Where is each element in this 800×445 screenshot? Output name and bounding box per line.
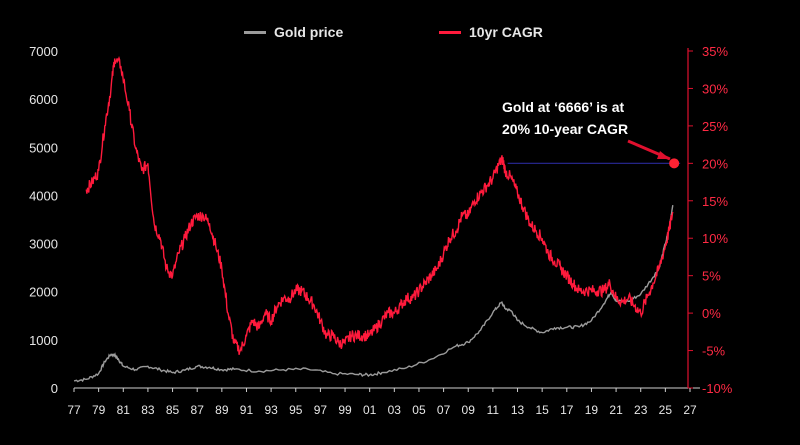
x-tick-label: 13: [511, 403, 525, 417]
right-tick-label: 10%: [702, 231, 728, 246]
x-tick-label: 19: [585, 403, 599, 417]
series-10yr-cagr-line: [85, 56, 674, 355]
x-tick-label: 09: [462, 403, 476, 417]
x-tick-label: 03: [388, 403, 402, 417]
right-tick-label: 0%: [702, 306, 721, 321]
x-tick-label: 15: [535, 403, 549, 417]
annotation-line-2: 20% 10-year CAGR: [502, 121, 629, 137]
annotation-line-1: Gold at ‘6666’ is at: [502, 99, 625, 115]
x-tick-label: 81: [117, 403, 131, 417]
x-tick-label: 27: [683, 403, 697, 417]
right-tick-label: 35%: [702, 44, 728, 59]
x-tick-label: 87: [191, 403, 205, 417]
x-tick-label: 77: [67, 403, 81, 417]
x-tick-label: 17: [560, 403, 574, 417]
annotation-arrowhead: [657, 151, 670, 159]
x-tick-label: 89: [215, 403, 229, 417]
x-tick-label: 95: [289, 403, 303, 417]
x-tick-label: 85: [166, 403, 180, 417]
right-tick-label: 25%: [702, 119, 728, 134]
left-axis: 0 1000 2000 3000 4000 5000 6000 7000: [29, 44, 58, 396]
annotation-text: Gold at ‘6666’ is at 20% 10-year CAGR: [502, 96, 682, 140]
x-tick-label: 21: [609, 403, 623, 417]
left-tick-label: 5000: [29, 140, 58, 155]
right-tick-label: 20%: [702, 156, 728, 171]
legend-gold-price-swatch: [244, 30, 266, 34]
legend-10yr-cagr: 10yr CAGR: [439, 24, 543, 40]
right-axis: -10% -5% 0% 5% 10% 15% 20% 25% 30% 35%: [688, 44, 733, 396]
x-tick-label: 79: [92, 403, 106, 417]
left-tick-label: 3000: [29, 237, 58, 252]
right-tick-label: 30%: [702, 81, 728, 96]
left-tick-label: 7000: [29, 44, 58, 59]
right-tick-label: 15%: [702, 194, 728, 209]
legend-10yr-cagr-swatch: [439, 30, 461, 34]
left-tick-label: 1000: [29, 333, 58, 348]
legend-gold-price: Gold price: [244, 24, 343, 40]
x-tick-label: 97: [314, 403, 328, 417]
legend-10yr-cagr-label: 10yr CAGR: [469, 24, 543, 40]
left-tick-label: 4000: [29, 188, 58, 203]
right-tick-label: -5%: [702, 344, 726, 359]
left-tick-label: 0: [51, 381, 58, 396]
series-gold-price-line: [73, 204, 674, 383]
x-tick-label: 11: [487, 403, 500, 417]
left-tick-label: 2000: [29, 285, 58, 300]
x-tick-label: 05: [412, 403, 426, 417]
right-tick-label: 5%: [702, 269, 721, 284]
x-tick-label: 23: [634, 403, 648, 417]
x-tick-label: 91: [240, 403, 254, 417]
legend-gold-price-label: Gold price: [274, 24, 344, 40]
left-tick-label: 6000: [29, 92, 58, 107]
x-tick-label: 25: [659, 403, 673, 417]
x-tick-label: 07: [437, 403, 451, 417]
marker-dot: [669, 158, 680, 169]
right-tick-label: -10%: [702, 381, 733, 396]
x-tick-label: 93: [264, 403, 278, 417]
x-tick-label: 01: [363, 403, 377, 417]
x-tick-label: 99: [338, 403, 352, 417]
x-axis: 77 79 81 83 85 87 89 91 93 95 97 99 01 03 05 07 09 11 13 15…: [67, 388, 697, 417]
x-tick-label: 83: [141, 403, 155, 417]
